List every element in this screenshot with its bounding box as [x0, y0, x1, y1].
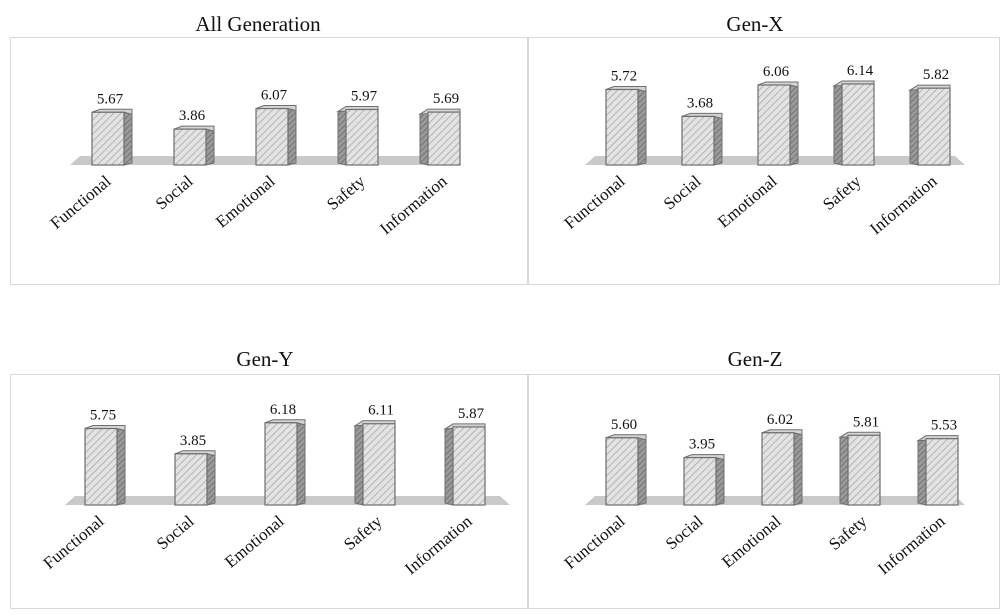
x-tick-label: Emotional [718, 511, 785, 571]
x-tick-label: Emotional [714, 171, 781, 231]
panel-title-all-generation: All Generation [195, 12, 321, 36]
x-tick-label: Social [152, 171, 197, 213]
x-tick-label: Information [874, 511, 949, 578]
bar-side [444, 426, 454, 506]
bar [345, 108, 379, 166]
panel-title-gen-x: Gen-X [726, 12, 784, 36]
bar [925, 438, 959, 506]
bar-side [206, 453, 216, 506]
bar-side [713, 115, 723, 166]
data-label: 6.14 [847, 63, 874, 79]
x-tick-label: Safety [825, 511, 871, 554]
x-tick-label: Safety [819, 171, 865, 214]
x-tick-label: Social [660, 171, 705, 213]
bar [264, 422, 298, 506]
panel-frame [10, 37, 528, 285]
data-label: 5.53 [931, 418, 957, 434]
bar [84, 427, 118, 506]
data-label: 6.06 [763, 64, 790, 80]
x-tick-label: Social [153, 511, 198, 553]
bar [452, 426, 486, 506]
bar-side [637, 437, 647, 506]
data-label: 5.82 [923, 67, 949, 83]
x-tick-label: Emotional [212, 171, 279, 231]
data-label: 5.75 [90, 408, 116, 424]
bar [683, 457, 717, 506]
bar-side [419, 111, 429, 166]
x-tick-label: Functional [47, 171, 115, 232]
data-label: 5.60 [611, 417, 637, 433]
bar [761, 432, 795, 506]
data-label: 5.67 [97, 91, 124, 107]
data-label: 5.97 [351, 88, 378, 104]
bar [91, 111, 125, 166]
bar-side [833, 83, 843, 166]
x-tick-label: Safety [340, 511, 386, 554]
panel-title-gen-z: Gen-Z [727, 347, 783, 371]
x-tick-label: Functional [561, 171, 629, 232]
bar [362, 423, 396, 506]
panel-title-gen-y: Gen-Y [236, 347, 294, 371]
x-tick-label: Information [401, 511, 476, 578]
bar [847, 434, 881, 506]
bar [174, 453, 208, 506]
bar-side [637, 88, 647, 166]
panel-frame [10, 374, 528, 609]
bar-side [296, 422, 306, 506]
bar-side [337, 108, 347, 166]
panel-frame [528, 374, 1000, 609]
bar-side [917, 437, 927, 506]
bar-side [116, 427, 126, 506]
bar [681, 115, 715, 166]
bar-side [789, 84, 799, 166]
x-tick-label: Functional [40, 511, 108, 572]
bar [605, 88, 639, 166]
data-label: 5.87 [458, 406, 485, 422]
bar-side [354, 423, 364, 506]
bar-side [909, 87, 919, 166]
x-tick-label: Safety [323, 171, 369, 214]
data-label: 3.68 [687, 95, 713, 111]
data-label: 6.11 [368, 403, 394, 419]
bar [917, 87, 951, 166]
bar [757, 84, 791, 166]
data-label: 3.85 [180, 433, 206, 449]
bar-side [205, 128, 215, 166]
data-label: 6.02 [767, 412, 793, 428]
data-label: 6.07 [261, 88, 288, 104]
bar-side [123, 111, 133, 166]
x-tick-label: Information [866, 171, 941, 238]
bar-side [839, 434, 849, 506]
panel-frame [528, 37, 1000, 285]
data-label: 5.81 [853, 414, 879, 430]
bar [173, 128, 207, 166]
data-label: 6.18 [270, 402, 296, 418]
data-label: 3.86 [179, 108, 206, 124]
data-label: 3.95 [689, 437, 715, 453]
bar-side [287, 107, 297, 166]
bar [841, 83, 875, 166]
x-tick-label: Functional [561, 511, 629, 572]
data-label: 5.69 [433, 91, 459, 107]
x-tick-label: Social [662, 511, 707, 553]
bar [255, 107, 289, 166]
bar [427, 111, 461, 166]
bar-side [715, 456, 725, 506]
bar [605, 437, 639, 506]
x-tick-label: Emotional [221, 511, 288, 571]
data-label: 5.72 [611, 68, 637, 84]
bar-side [793, 432, 803, 506]
x-tick-label: Information [376, 171, 451, 238]
